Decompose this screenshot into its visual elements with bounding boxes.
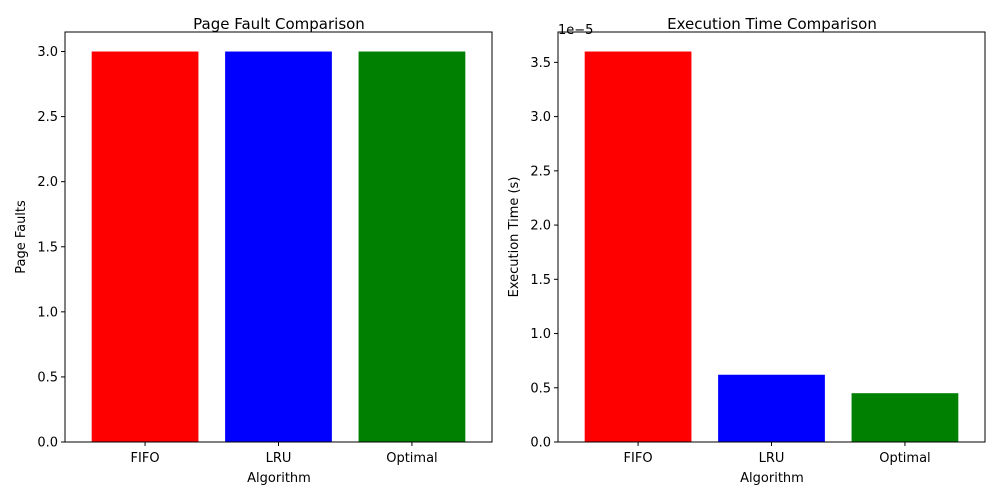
y-tick-label: 1.0: [37, 305, 58, 320]
bar-group: [584, 51, 959, 443]
bar-group: [91, 51, 466, 443]
plot-frame: [557, 31, 986, 443]
bar-optimal: [358, 51, 466, 443]
x-axis-label: Algorithm: [247, 471, 311, 486]
y-tick-label: 0.5: [530, 381, 551, 396]
x-tick-label: Optimal: [386, 451, 437, 466]
chart-title: Execution Time Comparison: [667, 15, 877, 33]
y-tick-label: 0.5: [37, 370, 58, 385]
x-tick-label: LRU: [759, 451, 785, 466]
bar-optimal: [851, 393, 959, 442]
x-tick-label: LRU: [266, 451, 292, 466]
x-axis-label: Algorithm: [740, 471, 804, 486]
y-offset-label: 1e−5: [558, 23, 593, 38]
y-tick-label: 1.5: [530, 273, 551, 288]
bar-lru: [225, 51, 332, 443]
y-tick-label: 0.0: [530, 436, 551, 451]
bar-fifo: [91, 51, 199, 443]
y-axis-label: Execution Time (s): [507, 177, 522, 298]
page-fault-chart: Page Fault Comparison 0.0 0.5 1.0 1.5 2.0 2.5…: [14, 15, 493, 486]
y-tick-label: 1.0: [530, 327, 551, 342]
y-tick-label: 3.0: [37, 45, 58, 60]
chart-title: Page Fault Comparison: [193, 15, 365, 33]
x-tick-label: FIFO: [131, 451, 160, 466]
bar-fifo: [584, 51, 692, 443]
bar-lru: [718, 374, 825, 442]
y-axis-label: Page Faults: [14, 200, 29, 274]
execution-time-chart: Execution Time Comparison 0.0 0.5 1.0 1.5 2.…: [507, 15, 986, 486]
y-tick-label: 1.5: [37, 240, 58, 255]
y-tick-label: 0.0: [37, 436, 58, 451]
y-tick-label: 3.0: [530, 110, 551, 125]
x-axis-ticks: FIFO LRU Optimal: [624, 442, 931, 466]
y-tick-label: 2.0: [530, 219, 551, 234]
plot-frame: [64, 31, 493, 443]
y-tick-label: 3.5: [530, 56, 551, 71]
y-tick-label: 2.5: [530, 164, 551, 179]
y-tick-label: 2.0: [37, 175, 58, 190]
y-axis-ticks: 0.0 0.5 1.0 1.5 2.0 2.5 3.0 3.5: [530, 56, 558, 451]
y-axis-ticks: 0.0 0.5 1.0 1.5 2.0 2.5 3.0: [37, 45, 65, 451]
x-tick-label: Optimal: [879, 451, 930, 466]
y-tick-label: 2.5: [37, 110, 58, 125]
x-axis-ticks: FIFO LRU Optimal: [131, 442, 438, 466]
x-tick-label: FIFO: [624, 451, 653, 466]
